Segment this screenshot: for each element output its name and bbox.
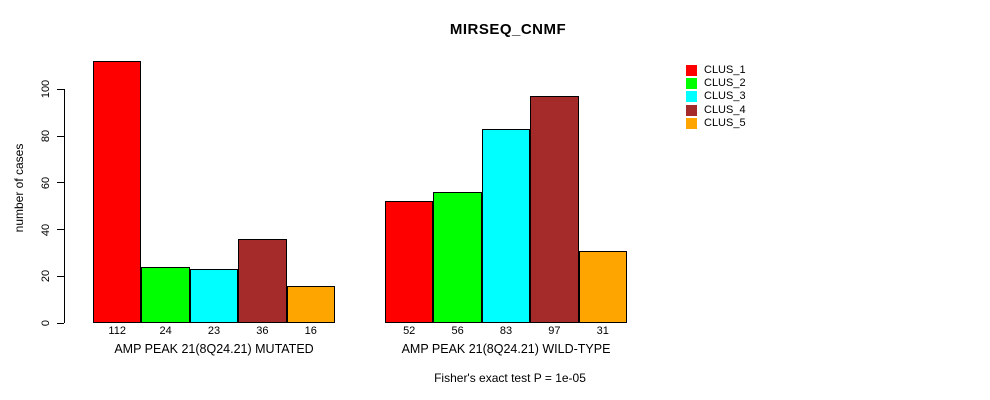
bar-value-label: 56 (451, 325, 464, 337)
legend-label: CLUS_5 (704, 116, 746, 129)
legend: CLUS_1 CLUS_2 CLUS_3 CLUS_4 CLUS_5 (686, 64, 746, 130)
y-tick (57, 135, 64, 137)
y-tick (57, 275, 64, 277)
legend-label: CLUS_4 (704, 103, 746, 116)
bar-value-label: 24 (159, 325, 172, 337)
chart-title: MIRSEQ_CNMF (449, 21, 567, 38)
legend-label: CLUS_2 (704, 77, 746, 90)
legend-label: CLUS_1 (704, 64, 746, 77)
fisher-test-annotation: Fisher's exact test P = 1e-05 (434, 371, 586, 385)
y-axis-label: number of cases (12, 143, 26, 233)
y-tick-label: 40 (40, 223, 52, 236)
y-tick (57, 229, 64, 230)
bar (481, 128, 531, 323)
y-tick-label: 100 (40, 80, 52, 99)
legend-swatch (686, 65, 697, 77)
bar-value-label: 97 (548, 325, 561, 337)
bar-value-label: 36 (256, 325, 269, 337)
bar (286, 285, 335, 323)
bar (530, 96, 579, 323)
legend-item: CLUS_4 (686, 104, 746, 117)
bar-value-label: 112 (108, 325, 126, 337)
y-tick (57, 322, 64, 324)
bar (189, 269, 239, 323)
y-axis-line (64, 89, 65, 323)
bar (578, 250, 627, 323)
bar (238, 238, 287, 323)
bar-value-label: 52 (403, 325, 416, 337)
group-label: AMP PEAK 21(8Q24.21) WILD-TYPE (401, 342, 611, 356)
bar (141, 266, 190, 323)
legend-swatch (686, 78, 697, 90)
legend-swatch (686, 91, 697, 103)
y-tick-label: 0 (40, 319, 52, 327)
legend-label: CLUS_3 (704, 90, 746, 103)
bar (433, 192, 482, 323)
y-tick-label: 60 (40, 176, 52, 189)
legend-item: CLUS_2 (686, 77, 746, 90)
bar (93, 61, 142, 323)
bar-value-label: 23 (207, 325, 221, 337)
bar-value-label: 31 (596, 325, 609, 337)
bar-value-label: 83 (499, 325, 513, 337)
y-tick-label: 20 (40, 270, 52, 283)
legend-swatch (686, 117, 697, 129)
y-tick (57, 88, 64, 90)
bar (385, 201, 434, 323)
y-tick (57, 182, 64, 184)
legend-item: CLUS_5 (686, 117, 746, 130)
y-tick-label: 80 (40, 129, 52, 143)
group-label: AMP PEAK 21(8Q24.21) MUTATED (114, 342, 314, 356)
legend-item: CLUS_1 (686, 64, 746, 77)
bar-value-label: 16 (304, 325, 317, 337)
legend-item: CLUS_3 (686, 90, 746, 103)
legend-swatch (686, 104, 697, 116)
